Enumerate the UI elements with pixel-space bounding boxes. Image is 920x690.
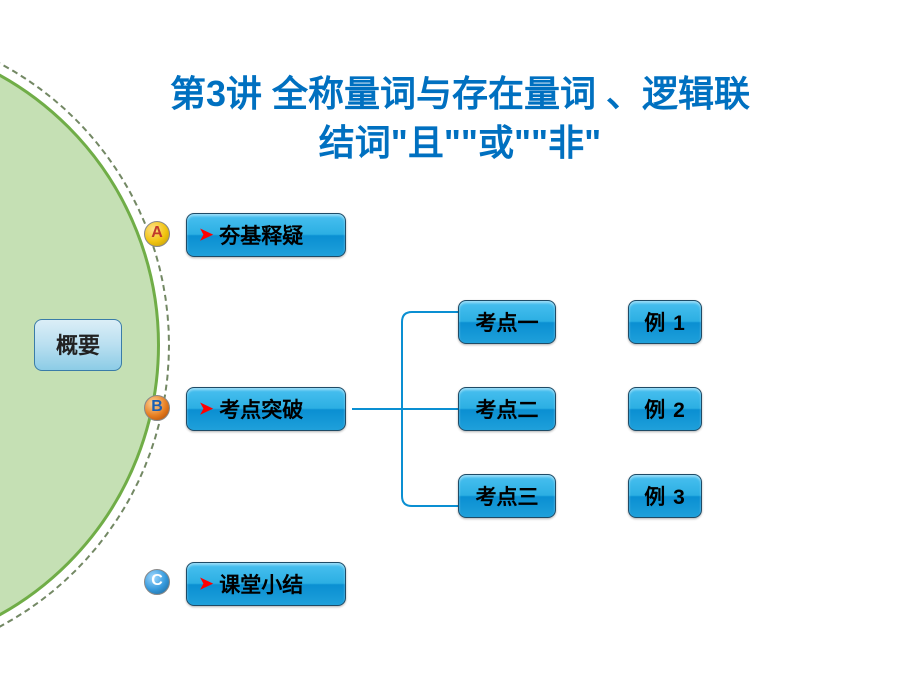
section-b-label: 考点突破 (219, 394, 303, 424)
bracket-connector (352, 300, 462, 518)
section-b-button[interactable]: ➤ 考点突破 (186, 387, 346, 431)
point-3-button[interactable]: 考点三 (458, 474, 556, 518)
section-a-button[interactable]: ➤ 夯基释疑 (186, 213, 346, 257)
example-3-button[interactable]: 例 3 (628, 474, 702, 518)
example-1-button[interactable]: 例 1 (628, 300, 702, 344)
badge-a: A (144, 221, 170, 247)
page-title: 第3讲 全称量词与存在量词 、逻辑联 结词"且""或""非" (0, 0, 920, 167)
example-2-button[interactable]: 例 2 (628, 387, 702, 431)
bullet-icon: ➤ (199, 574, 213, 594)
bullet-icon: ➤ (199, 225, 213, 245)
point-2-button[interactable]: 考点二 (458, 387, 556, 431)
summary-button[interactable]: 概要 (34, 319, 122, 371)
point-1-button[interactable]: 考点一 (458, 300, 556, 344)
badge-b: B (144, 395, 170, 421)
section-c-button[interactable]: ➤ 课堂小结 (186, 562, 346, 606)
title-line-2: 结词"且""或""非" (319, 122, 601, 163)
bullet-icon: ➤ (199, 399, 213, 419)
section-a-label: 夯基释疑 (219, 220, 303, 250)
section-c-label: 课堂小结 (219, 569, 303, 599)
title-line-1: 第3讲 全称量词与存在量词 、逻辑联 (170, 73, 750, 114)
badge-c: C (144, 569, 170, 595)
